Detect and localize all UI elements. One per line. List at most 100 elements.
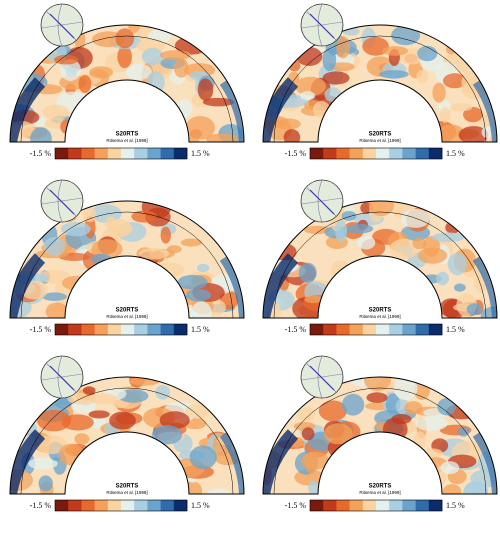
colorbar-frame [309, 323, 443, 336]
colorbar-segment [362, 500, 377, 511]
colorbar-segment [323, 148, 337, 159]
scale-max: 1.5 % [446, 501, 465, 510]
colorbar-segment [415, 148, 430, 159]
colorbar-segment [349, 148, 364, 159]
citation: Ritsema et al. [1999] [359, 490, 400, 495]
colorbar-segment [68, 148, 82, 159]
citation: Ritsema et al. [1999] [106, 314, 147, 319]
colorbar-segment [415, 500, 430, 511]
colorbar-segment [310, 324, 324, 335]
scale-min: -1.5 % [285, 501, 307, 510]
citation: Ritsema et al. [1999] [359, 138, 400, 143]
colorbar-segment [94, 324, 109, 335]
scale-min: -1.5 % [285, 325, 307, 334]
discontinuity [20, 387, 234, 495]
citation: Ritsema et al. [1999] [106, 490, 147, 495]
colorbar-segment [121, 148, 135, 159]
colorbar-segment [55, 324, 69, 335]
colorbar-segment [389, 148, 403, 159]
scale-max: 1.5 % [191, 501, 210, 510]
colorbar-segment [428, 324, 443, 335]
colorbar-frame [54, 499, 188, 512]
colorbar-segment [402, 324, 416, 335]
outline [9, 200, 245, 319]
colorbar-segment [147, 324, 161, 335]
citation: Ritsema et al. [1999] [106, 138, 147, 143]
colorbar-segment [173, 148, 188, 159]
discontinuity [273, 387, 487, 495]
colorbar-segment [389, 324, 403, 335]
discontinuity [273, 35, 487, 143]
colorbar-segment [68, 324, 82, 335]
colorbar-segment [336, 148, 350, 159]
colorbar-segment [107, 324, 122, 335]
panel-title: S20RTS [116, 132, 139, 138]
colorbar-segment [415, 324, 430, 335]
colorbar-segment [349, 500, 364, 511]
colorbar-segment [160, 500, 175, 511]
panel-title: S20RTS [369, 132, 392, 138]
outline [9, 376, 245, 495]
panel-title: S20RTS [116, 484, 139, 490]
cross-section [263, 201, 497, 318]
colorbar-frame [309, 499, 443, 512]
colorbar-segment [323, 500, 337, 511]
colorbar-segment [81, 500, 95, 511]
section-line [309, 13, 335, 39]
colorbar-frame [54, 147, 188, 160]
citation: Ritsema et al. [1999] [359, 314, 400, 319]
colorbar-segment [55, 500, 69, 511]
colorbar-segment [94, 148, 109, 159]
discontinuity [273, 211, 487, 319]
scale-max: 1.5 % [446, 149, 465, 158]
colorbar-segment [173, 500, 188, 511]
colorbar-segment [310, 148, 324, 159]
colorbar-segment [428, 148, 443, 159]
cross-section [263, 25, 497, 142]
scale-max: 1.5 % [191, 325, 210, 334]
colorbar-segment [134, 148, 148, 159]
cross-section [263, 377, 497, 494]
colorbar-segment [376, 324, 390, 335]
colorbar-segment [107, 500, 122, 511]
colorbar-segment [121, 324, 135, 335]
colorbar-segment [134, 324, 148, 335]
colorbar-segment [68, 500, 82, 511]
outline [9, 24, 245, 143]
colorbar-segment [428, 500, 443, 511]
colorbar-segment [121, 500, 135, 511]
colorbar-segment [94, 500, 109, 511]
colorbar-segment [81, 324, 95, 335]
outline [262, 376, 498, 495]
scale-min: -1.5 % [285, 149, 307, 158]
colorbar-segment [362, 324, 377, 335]
scale-min: -1.5 % [30, 501, 52, 510]
colorbar-segment [389, 500, 403, 511]
section-line [309, 365, 335, 391]
section-line [49, 13, 75, 39]
cross-section [10, 25, 244, 142]
colorbar-segment [173, 324, 188, 335]
section-line [309, 189, 335, 215]
scale-min: -1.5 % [30, 325, 52, 334]
cross-section [10, 201, 244, 318]
panel-title: S20RTS [116, 308, 139, 314]
section-line [49, 189, 75, 215]
outline [262, 200, 498, 319]
colorbar-segment [349, 324, 364, 335]
colorbar-segment [147, 148, 161, 159]
scale-min: -1.5 % [30, 149, 52, 158]
panel-title: S20RTS [369, 308, 392, 314]
colorbar-segment [55, 148, 69, 159]
colorbar-segment [362, 148, 377, 159]
colorbar-segment [336, 324, 350, 335]
colorbar-segment [402, 500, 416, 511]
colorbar-segment [376, 148, 390, 159]
colorbar-segment [310, 500, 324, 511]
